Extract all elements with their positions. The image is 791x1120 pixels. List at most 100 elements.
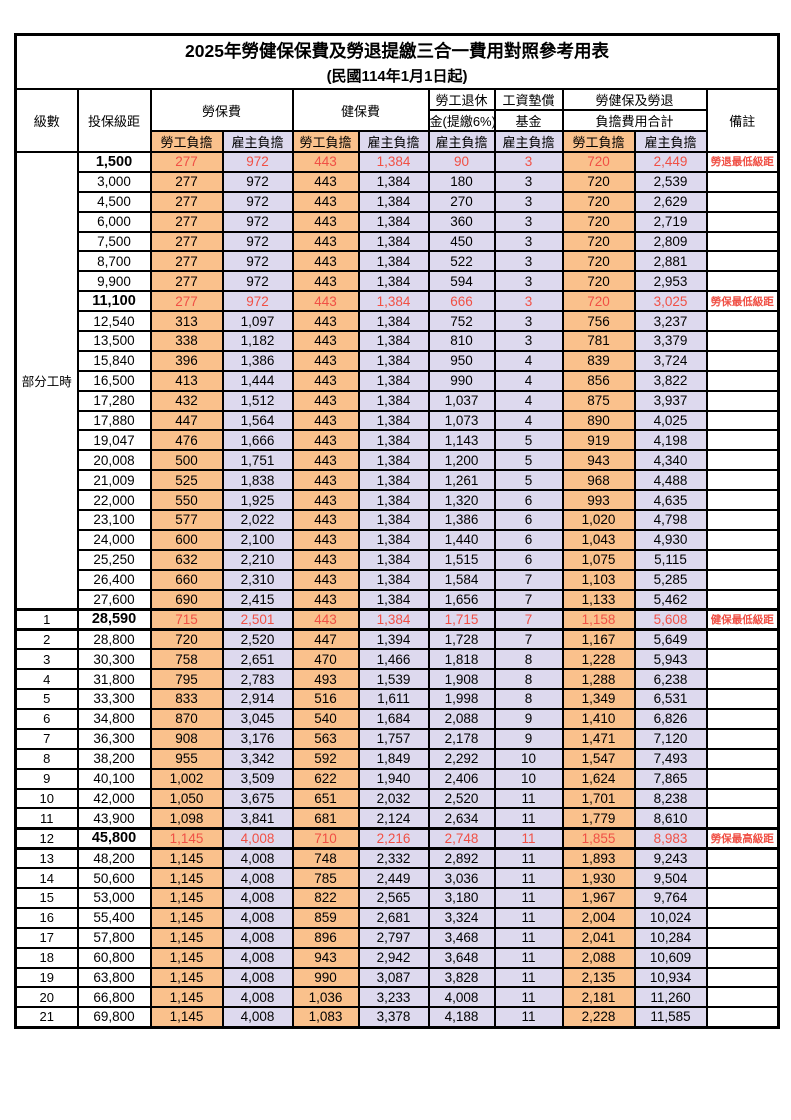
cell-health-employer: 1,384: [357, 568, 430, 591]
cell-total-employer: 6,826: [633, 707, 708, 730]
cell-pension-employer: 1,584: [427, 568, 496, 591]
cell-total-employer: 9,764: [633, 886, 708, 909]
cell-level: 19: [14, 966, 79, 989]
cell-total-employer: 4,930: [633, 528, 708, 551]
cell-labor-employer: 972: [221, 170, 294, 193]
premium-reference-table: 2025年勞健保保費及勞退提繳三合一費用對照參考用表 (民國114年1月1日起)…: [14, 33, 780, 1029]
cell-labor-employer: 3,045: [221, 707, 294, 730]
cell-labor-employer: 2,210: [221, 548, 294, 571]
cell-level: 4: [14, 668, 79, 691]
cell-labor-employee: 1,050: [149, 787, 224, 810]
cell-health-employee: 443: [291, 270, 360, 293]
table-row: 24,000 600 2,100 443 1,384 1,440 6 1,043 4,930: [16, 528, 780, 551]
cell-total-employer: 3,937: [633, 389, 708, 412]
cell-salary: 40,100: [76, 767, 152, 790]
cell-level: 1: [14, 607, 79, 631]
table-row: 9,900 277 972 443 1,384 594 3 720 2,953: [16, 270, 780, 293]
table-row: 12,540 313 1,097 443 1,384 752 3 756 3,237: [16, 310, 780, 333]
cell-labor-employee: 277: [149, 190, 224, 213]
table-row: 15 53,000 1,145 4,008 822 2,565 3,180 11 1,967 9,…: [14, 886, 780, 909]
cell-labor-employee: 1,145: [149, 906, 224, 929]
cell-labor-employer: 1,386: [221, 349, 294, 372]
cell-salary: 20,008: [76, 449, 152, 472]
cell-health-employer: 1,384: [357, 270, 430, 293]
subheader-health-employee: 勞工負擔: [291, 130, 360, 153]
cell-pension-employer: 450: [427, 230, 496, 253]
table-row: 13 48,200 1,145 4,008 748 2,332 2,892 11 1,893 9,…: [14, 847, 780, 870]
cell-remark: [705, 349, 780, 372]
cell-total-employer: 4,340: [633, 449, 708, 472]
cell-remark: [705, 330, 780, 352]
cell-health-employee: 592: [291, 747, 360, 770]
cell-labor-employee: 277: [149, 210, 224, 233]
cell-remark: [705, 528, 780, 551]
cell-health-employer: 1,384: [357, 330, 430, 352]
cell-wage-fund-employer: 6: [493, 489, 564, 512]
subheader-health-employer: 雇主負擔: [357, 130, 430, 153]
cell-total-employee: 1,228: [561, 648, 636, 671]
cell-wage-fund-employer: 9: [493, 727, 564, 750]
cell-health-employer: 1,611: [357, 688, 430, 710]
header-total-line1: 勞健保及勞退: [561, 88, 708, 111]
cell-health-employer: 1,384: [357, 250, 430, 273]
cell-remark: [705, 369, 780, 392]
cell-health-employer: 1,757: [357, 727, 430, 750]
cell-total-employer: 9,504: [633, 867, 708, 889]
cell-total-employer: 7,865: [633, 767, 708, 790]
cell-labor-employee: 550: [149, 489, 224, 512]
cell-labor-employee: 955: [149, 747, 224, 770]
cell-labor-employer: 972: [221, 290, 294, 313]
cell-health-employer: 2,942: [357, 946, 430, 969]
table-row: 21,009 525 1,838 443 1,384 1,261 5 968 4,488: [16, 469, 780, 492]
cell-labor-employee: 396: [149, 349, 224, 372]
cell-total-employer: 4,635: [633, 489, 708, 512]
cell-wage-fund-employer: 6: [493, 528, 564, 551]
table-row: 7 36,300 908 3,176 563 1,757 2,178 9 1,471 7,120: [14, 727, 780, 750]
cell-total-employee: 968: [561, 469, 636, 492]
cell-level: 2: [14, 628, 79, 651]
cell-health-employer: 1,384: [357, 290, 430, 313]
cell-wage-fund-employer: 3: [493, 290, 564, 313]
cell-labor-employer: 4,008: [221, 886, 294, 909]
cell-labor-employer: 4,008: [221, 946, 294, 969]
cell-total-employer: 5,115: [633, 548, 708, 571]
cell-wage-fund-employer: 11: [493, 867, 564, 889]
cell-salary: 60,800: [76, 946, 152, 969]
cell-salary: 38,200: [76, 747, 152, 770]
cell-health-employee: 785: [291, 867, 360, 889]
cell-total-employee: 2,088: [561, 946, 636, 969]
cell-labor-employer: 1,838: [221, 469, 294, 492]
cell-labor-employee: 908: [149, 727, 224, 750]
cell-total-employee: 839: [561, 349, 636, 372]
cell-salary: 28,800: [76, 628, 152, 651]
cell-total-employee: 720: [561, 151, 636, 173]
cell-pension-employer: 1,656: [427, 588, 496, 611]
cell-labor-employer: 2,914: [221, 688, 294, 710]
cell-health-employee: 748: [291, 847, 360, 870]
cell-salary: 25,250: [76, 548, 152, 571]
cell-remark: [705, 449, 780, 472]
cell-salary: 55,400: [76, 906, 152, 929]
cell-total-employee: 720: [561, 290, 636, 313]
cell-labor-employer: 4,008: [221, 906, 294, 929]
table-row: 23,100 577 2,022 443 1,384 1,386 6 1,020 4,798: [16, 509, 780, 531]
cell-salary: 57,800: [76, 926, 152, 949]
cell-pension-employer: 90: [427, 151, 496, 173]
cell-wage-fund-employer: 5: [493, 449, 564, 472]
cell-health-employer: 2,681: [357, 906, 430, 929]
cell-health-employer: 1,384: [357, 509, 430, 531]
cell-total-employer: 7,493: [633, 747, 708, 770]
cell-health-employee: 443: [291, 548, 360, 571]
cell-labor-employee: 632: [149, 548, 224, 571]
cell-pension-employer: 2,178: [427, 727, 496, 750]
cell-remark: [705, 986, 780, 1009]
cell-total-employer: 8,238: [633, 787, 708, 810]
cell-total-employer: 5,608: [633, 607, 708, 631]
cell-remark: [705, 707, 780, 730]
cell-level: 6: [14, 707, 79, 730]
cell-health-employer: 1,384: [357, 548, 430, 571]
cell-total-employee: 1,855: [561, 826, 636, 850]
cell-labor-employer: 2,783: [221, 668, 294, 691]
cell-total-employee: 943: [561, 449, 636, 472]
cell-labor-employee: 1,145: [149, 867, 224, 889]
